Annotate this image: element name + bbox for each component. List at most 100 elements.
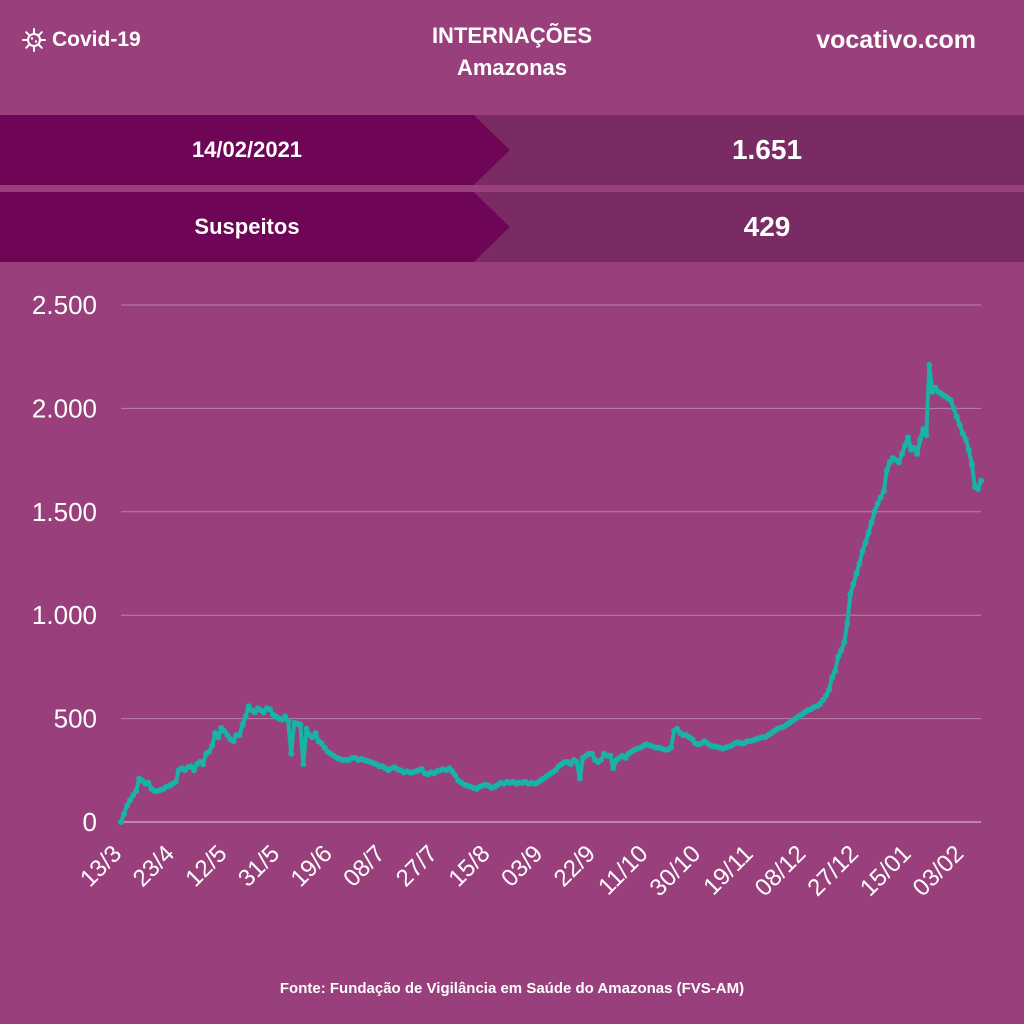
data-point	[224, 732, 231, 739]
x-tick-label: 08/7	[338, 840, 390, 892]
data-point	[124, 802, 131, 809]
data-point	[318, 740, 325, 747]
data-point	[841, 639, 848, 646]
data-point	[820, 697, 826, 703]
x-tick-label: 11/10	[593, 840, 653, 900]
data-point	[300, 761, 307, 768]
stat-row-suspects: Suspeitos 429	[0, 192, 1024, 262]
virus-icon	[22, 28, 46, 52]
data-point	[929, 388, 936, 395]
data-point	[959, 430, 966, 437]
data-point	[303, 725, 310, 732]
data-point	[285, 717, 292, 724]
data-point	[823, 692, 829, 699]
data-point	[917, 436, 924, 443]
data-point	[871, 508, 878, 515]
data-point	[145, 779, 152, 786]
data-point	[130, 792, 137, 799]
data-point	[239, 721, 246, 728]
data-point	[832, 668, 839, 674]
data-point	[127, 797, 134, 804]
data-point	[221, 728, 228, 734]
data-point	[926, 362, 933, 368]
data-point	[853, 570, 860, 577]
data-point	[883, 467, 890, 474]
data-point	[260, 709, 267, 716]
x-tick-label: 03/9	[496, 840, 548, 892]
page-subtitle: Amazonas	[456, 55, 568, 80]
data-point	[947, 397, 954, 404]
data-point	[206, 748, 213, 755]
stat-suspects-label: Suspeitos	[194, 214, 300, 239]
data-point	[288, 750, 295, 757]
stat-suspects-value: 429	[743, 211, 791, 242]
stat-date-value: 1.651	[731, 134, 803, 165]
data-point	[896, 459, 902, 466]
x-tick-label: 30/10	[645, 840, 707, 902]
data-point	[607, 752, 614, 759]
data-point	[862, 539, 869, 546]
stat-row-date: 14/02/2021 1.651	[0, 115, 1024, 185]
data-point	[978, 477, 984, 484]
data-point	[215, 734, 222, 741]
stat-row-date-arrow	[0, 115, 510, 185]
data-point	[309, 734, 316, 741]
data-point	[573, 759, 580, 765]
site-link[interactable]: vocativo.com	[816, 26, 976, 54]
x-tick-label: 03/02	[908, 840, 970, 902]
page-title: INTERNAÇÕES	[431, 23, 593, 48]
x-tick-label: 13/3	[75, 840, 127, 892]
data-point	[914, 450, 921, 457]
x-tick-label: 27/7	[391, 840, 443, 892]
x-tick-label: 23/4	[128, 840, 180, 892]
data-point	[844, 620, 851, 627]
data-point	[230, 738, 237, 745]
data-point	[950, 405, 957, 412]
data-point	[190, 767, 197, 774]
x-tick-label: 27/12	[802, 840, 864, 902]
x-tick-label: 19/11	[698, 840, 758, 900]
x-tick-label: 31/5	[233, 840, 285, 892]
stat-row-suspects-arrow	[0, 192, 510, 262]
stat-date-label: 14/02/2021	[191, 137, 303, 162]
data-point	[236, 732, 243, 739]
data-point	[674, 725, 681, 732]
x-tick-label: 15/8	[443, 840, 495, 892]
data-point	[911, 444, 918, 451]
data-point	[962, 436, 969, 443]
brand: Covid-19	[22, 28, 141, 52]
data-point	[312, 730, 319, 737]
data-point	[965, 446, 972, 453]
data-point	[835, 653, 842, 660]
data-point	[877, 494, 884, 501]
data-point	[452, 772, 459, 779]
data-point	[856, 560, 863, 567]
data-point	[209, 742, 216, 749]
x-tick-label: 08/12	[750, 840, 812, 902]
data-point	[251, 709, 258, 716]
data-point	[975, 486, 981, 493]
data-point	[212, 730, 219, 737]
data-point	[899, 450, 905, 457]
data-point	[321, 744, 328, 751]
y-tick-label: 1.500	[32, 497, 97, 527]
data-point	[266, 706, 273, 713]
data-point	[902, 442, 908, 449]
data-point	[865, 529, 872, 536]
y-tick-label: 0	[83, 807, 97, 837]
y-tick-label: 500	[54, 704, 97, 734]
data-point	[874, 500, 881, 507]
y-tick-label: 1.000	[32, 600, 97, 630]
data-point	[859, 548, 866, 555]
x-tick-label: 15/01	[855, 840, 917, 902]
data-point	[418, 766, 425, 773]
y-tick-label: 2.500	[32, 290, 97, 320]
hospitalizations-line-chart: 0 500 1.000 1.500 2.000 2.500 13/3 23/4 12/5 31/…	[32, 290, 984, 902]
data-point	[118, 819, 124, 825]
x-tick-label: 12/5	[180, 840, 232, 892]
data-point	[576, 775, 583, 782]
data-point	[552, 767, 559, 774]
data-point	[905, 434, 912, 441]
page-title-block: INTERNAÇÕES Amazonas	[0, 20, 1024, 84]
data-point	[953, 413, 960, 420]
